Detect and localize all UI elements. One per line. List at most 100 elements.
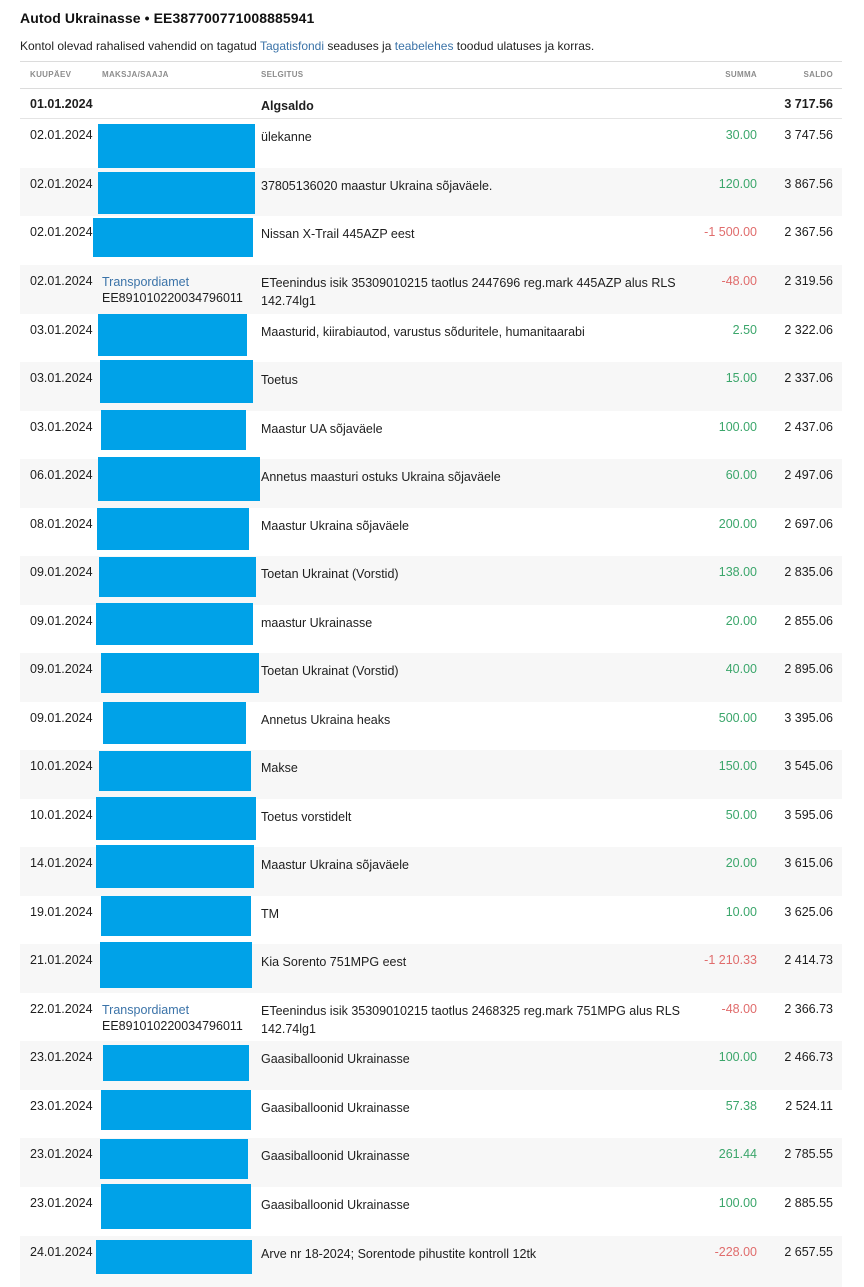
redaction-box <box>100 1139 248 1179</box>
account-title: Autod Ukrainasse • EE387700771008885941 <box>20 10 315 26</box>
table-row[interactable]: 23.01.2024 Gaasiballoonid Ukrainasse 100.0… <box>20 1187 842 1236</box>
table-row[interactable]: 09.01.2024 maastur Ukrainasse 20.00 2 855.0… <box>20 605 842 653</box>
row-description: Gaasiballoonid Ukrainasse <box>261 1101 410 1115</box>
table-row[interactable]: 10.01.2024 Toetus vorstidelt 50.00 3 595.06 <box>20 799 842 847</box>
row-balance: 2 785.55 <box>784 1147 833 1161</box>
col-amount-header: SUMMA <box>725 70 757 79</box>
redaction-box <box>96 1240 252 1274</box>
row-date: 08.01.2024 <box>30 517 93 531</box>
table-row[interactable]: 02.01.2024 Transpordiamet EE89101022003479… <box>20 265 842 314</box>
row-description: Kia Sorento 751MPG eest <box>261 955 407 969</box>
row-balance: 3 545.06 <box>784 759 833 773</box>
row-date: 09.01.2024 <box>30 711 93 725</box>
table-row[interactable]: 19.01.2024 TM 10.00 3 625.06 <box>20 896 842 944</box>
row-balance: 2 366.73 <box>784 1002 833 1016</box>
row-date: 10.01.2024 <box>30 759 93 773</box>
opening-date: 01.01.2024 <box>30 97 93 111</box>
row-balance: 3 867.56 <box>784 177 833 191</box>
redaction-box <box>98 124 255 168</box>
row-balance: 3 615.06 <box>784 856 833 870</box>
row-description: 37805136020 maastur Ukraina sõjaväele. <box>261 179 493 193</box>
note-prefix: Kontol olevad rahalised vahendid on taga… <box>20 39 260 53</box>
row-amount: 15.00 <box>725 371 757 385</box>
redaction-box <box>96 797 256 840</box>
row-description: Toetan Ukrainat (Vorstid) <box>261 567 399 581</box>
row-description: TM <box>261 907 280 921</box>
redaction-box <box>103 1045 249 1081</box>
tagatisfond-link[interactable]: Tagatisfondi <box>259 39 325 53</box>
redaction-box <box>96 845 254 888</box>
row-date: 02.01.2024 <box>30 225 93 239</box>
row-balance: 2 524.11 <box>785 1099 833 1113</box>
row-date: 23.01.2024 <box>30 1050 93 1064</box>
row-payer: Transpordiamet EE891010220034796011 <box>102 274 243 306</box>
teabeleht-link[interactable]: teabelehes <box>394 39 454 53</box>
table-row[interactable]: 02.01.2024 37805136020 maastur Ukraina sõ… <box>20 168 842 216</box>
row-description: Toetus vorstidelt <box>261 810 352 824</box>
row-date: 03.01.2024 <box>30 371 93 385</box>
opening-balance-row: 01.01.2024 Algsaldo 3 717.56 <box>20 88 842 119</box>
row-date: 19.01.2024 <box>30 905 93 919</box>
table-row[interactable]: 03.01.2024 Maasturid, kiirabiautod, varus… <box>20 314 842 362</box>
row-amount: 138.00 <box>718 565 757 579</box>
row-balance: 2 466.73 <box>784 1050 833 1064</box>
redaction-box <box>101 1184 251 1229</box>
row-description: Gaasiballoonid Ukrainasse <box>261 1149 410 1163</box>
row-description: ETeenindus isik 35309010215 taotlus 2447… <box>261 276 676 308</box>
row-description: Maastur Ukraina sõjaväele <box>261 519 409 533</box>
row-description: Annetus maasturi ostuks Ukraina sõjaväel… <box>261 470 501 484</box>
payer-name-link[interactable]: Transpordiamet <box>102 1003 190 1017</box>
row-date: 22.01.2024 <box>30 1002 93 1016</box>
row-amount: 30.00 <box>725 128 757 142</box>
redaction-box <box>98 457 260 501</box>
row-description: Toetan Ukrainat (Vorstid) <box>261 664 399 678</box>
row-amount: 100.00 <box>718 420 757 434</box>
note-mid: seaduses ja <box>324 39 395 53</box>
row-date: 02.01.2024 <box>30 274 93 288</box>
table-row[interactable]: 09.01.2024 Annetus Ukraina heaks 500.00 3 3… <box>20 702 842 750</box>
row-balance: 3 625.06 <box>784 905 833 919</box>
row-description: Maasturid, kiirabiautod, varustus sõduri… <box>261 325 585 339</box>
row-description: Nissan X-Trail 445AZP eest <box>261 227 415 241</box>
row-balance: 2 322.06 <box>784 323 833 337</box>
row-date: 03.01.2024 <box>30 323 93 337</box>
row-amount: -48.00 <box>721 274 757 288</box>
row-date: 09.01.2024 <box>30 614 93 628</box>
redaction-box <box>99 751 251 791</box>
redaction-box <box>96 603 253 645</box>
row-date: 24.01.2024 <box>30 1245 93 1259</box>
col-balance-header: SALDO <box>803 70 833 79</box>
row-balance: 2 367.56 <box>784 225 833 239</box>
redaction-box <box>101 410 246 450</box>
redaction-box <box>100 942 252 988</box>
table-row[interactable]: 08.01.2024 Maastur Ukraina sõjaväele 200.0… <box>20 508 842 556</box>
table-row[interactable]: 22.01.2024 Transpordiamet EE89101022003479… <box>20 993 842 1041</box>
table-header: KUUPÄEV MAKSJA/SAAJA SELGITUS SUMMA SALD… <box>20 61 842 89</box>
payer-name-link[interactable]: Transpordiamet <box>102 275 190 289</box>
row-balance: 2 497.06 <box>784 468 833 482</box>
row-date: 06.01.2024 <box>30 468 93 482</box>
row-date: 03.01.2024 <box>30 420 93 434</box>
opening-label: Algsaldo <box>261 99 314 113</box>
row-balance: 2 895.06 <box>784 662 833 676</box>
row-balance: 2 437.06 <box>784 420 833 434</box>
table-row[interactable]: 02.01.2024 ülekanne 30.00 3 747.56 <box>20 119 842 168</box>
row-amount: 10.00 <box>725 905 757 919</box>
col-date-header: KUUPÄEV <box>30 70 72 79</box>
redaction-box <box>101 1090 251 1130</box>
row-date: 21.01.2024 <box>30 953 93 967</box>
table-row[interactable]: 02.01.2024 Nissan X-Trail 445AZP eest -1 5… <box>20 216 842 265</box>
redaction-box <box>100 360 253 403</box>
row-date: 14.01.2024 <box>30 856 93 870</box>
col-desc-header: SELGITUS <box>261 70 304 79</box>
row-balance: 2 337.06 <box>784 371 833 385</box>
row-date: 02.01.2024 <box>30 128 93 142</box>
row-description: Arve nr 18-2024; Sorentode pihustite kon… <box>261 1247 537 1261</box>
table-row[interactable]: 23.01.2024 Gaasiballoonid Ukrainasse 57.38… <box>20 1090 842 1138</box>
redaction-box <box>99 557 256 597</box>
row-date: 09.01.2024 <box>30 565 93 579</box>
row-description: ETeenindus isik 35309010215 taotlus 2468… <box>261 1004 681 1036</box>
row-description: Annetus Ukraina heaks <box>261 713 391 727</box>
table-row[interactable]: 03.01.2024 Maastur UA sõjaväele 100.00 2 43… <box>20 411 842 459</box>
